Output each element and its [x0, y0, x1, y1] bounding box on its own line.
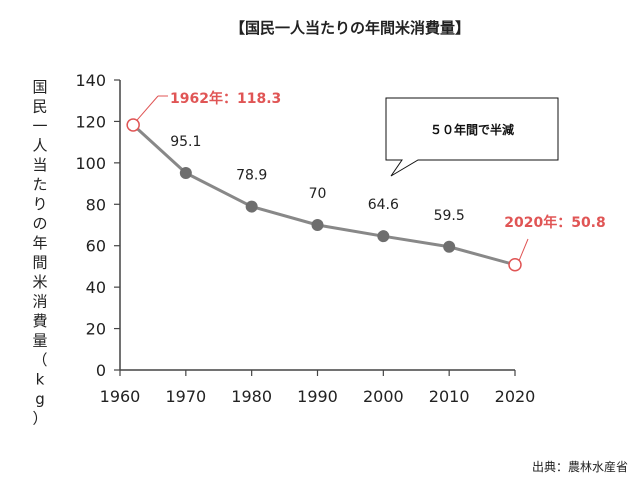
chart-title: 【国民一人当たりの年間米消費量】 — [230, 19, 470, 37]
y-axis-label: 国民一人当たりの年間米消費量（ k g ） — [32, 78, 47, 428]
data-label: 78.9 — [236, 168, 267, 184]
y-tick-label: 100 — [75, 154, 106, 173]
data-label: 95.1 — [170, 134, 201, 150]
x-tick-label: 1970 — [165, 387, 206, 406]
y-tick-label: 60 — [86, 237, 106, 256]
y-axis-label-char: 当 — [32, 156, 47, 174]
y-axis-label-char: 人 — [32, 137, 47, 155]
y-tick-label: 140 — [75, 71, 106, 90]
x-tick-label: 2020 — [495, 387, 536, 406]
y-axis-label-char: 量 — [32, 332, 47, 350]
y-axis-label-char: ） — [32, 410, 47, 428]
highlight-point — [508, 258, 522, 272]
y-axis-ticks: 0 20 40 60 80 100 120 140 — [75, 71, 120, 380]
y-axis-label-char: 間 — [32, 254, 47, 272]
highlight-data-label: 2020年：50.8 — [504, 214, 606, 231]
callout-bubble — [385, 97, 559, 177]
callout: ５０年間で半減 — [385, 97, 559, 177]
y-axis-label-char: （ — [32, 351, 47, 369]
callout-text: ５０年間で半減 — [430, 122, 514, 137]
y-axis-label-char: g — [35, 390, 45, 408]
y-axis-label-char: 年 — [32, 234, 47, 252]
y-axis-label-char: 民 — [32, 98, 47, 116]
y-tick-label: 0 — [96, 361, 106, 380]
y-tick-label: 20 — [86, 320, 106, 339]
x-axis-ticks: 1960 1970 1980 1990 2000 2010 2020 — [100, 370, 536, 406]
source-note: 出典：農林水産省 — [532, 459, 628, 474]
x-tick-label: 2000 — [363, 387, 404, 406]
data-labels: 1962年：118.3 95.1 78.9 70 64.6 59.5 2020年：50.8 — [136, 90, 606, 261]
y-axis-label-char: 費 — [32, 312, 47, 330]
highlight-point — [126, 118, 140, 132]
highlight-data-label: 1962年：118.3 — [170, 90, 281, 107]
y-axis-label-char: 米 — [32, 273, 47, 291]
highlight-leader-line — [136, 95, 159, 121]
y-axis-label-char: り — [32, 195, 47, 213]
x-tick-label: 1960 — [100, 387, 141, 406]
y-axis-title: 国民一人当たりの年間米消費量（ k g ） — [32, 78, 47, 428]
data-point — [179, 167, 192, 180]
y-axis-label-char: k — [36, 371, 45, 389]
data-label: 70 — [309, 186, 327, 202]
y-tick-label: 120 — [75, 112, 106, 131]
data-label: 59.5 — [434, 208, 465, 224]
y-axis-label-char: 消 — [32, 293, 47, 311]
y-tick-label: 40 — [86, 278, 106, 297]
data-point — [443, 240, 456, 253]
y-axis-label-char: 国 — [32, 78, 47, 96]
x-tick-label: 1990 — [297, 387, 338, 406]
data-point — [311, 219, 324, 231]
series-points — [126, 118, 522, 272]
x-tick-label: 2010 — [429, 387, 470, 406]
data-point — [377, 230, 390, 243]
highlight-leader-line — [518, 238, 529, 261]
data-label: 64.6 — [368, 197, 399, 213]
y-tick-label: 80 — [86, 195, 106, 214]
y-axis-label-char: た — [32, 176, 47, 194]
y-axis-label-char: の — [32, 215, 47, 233]
data-point — [245, 200, 258, 213]
x-tick-label: 1980 — [231, 387, 272, 406]
y-axis-label-char: 一 — [32, 117, 47, 135]
